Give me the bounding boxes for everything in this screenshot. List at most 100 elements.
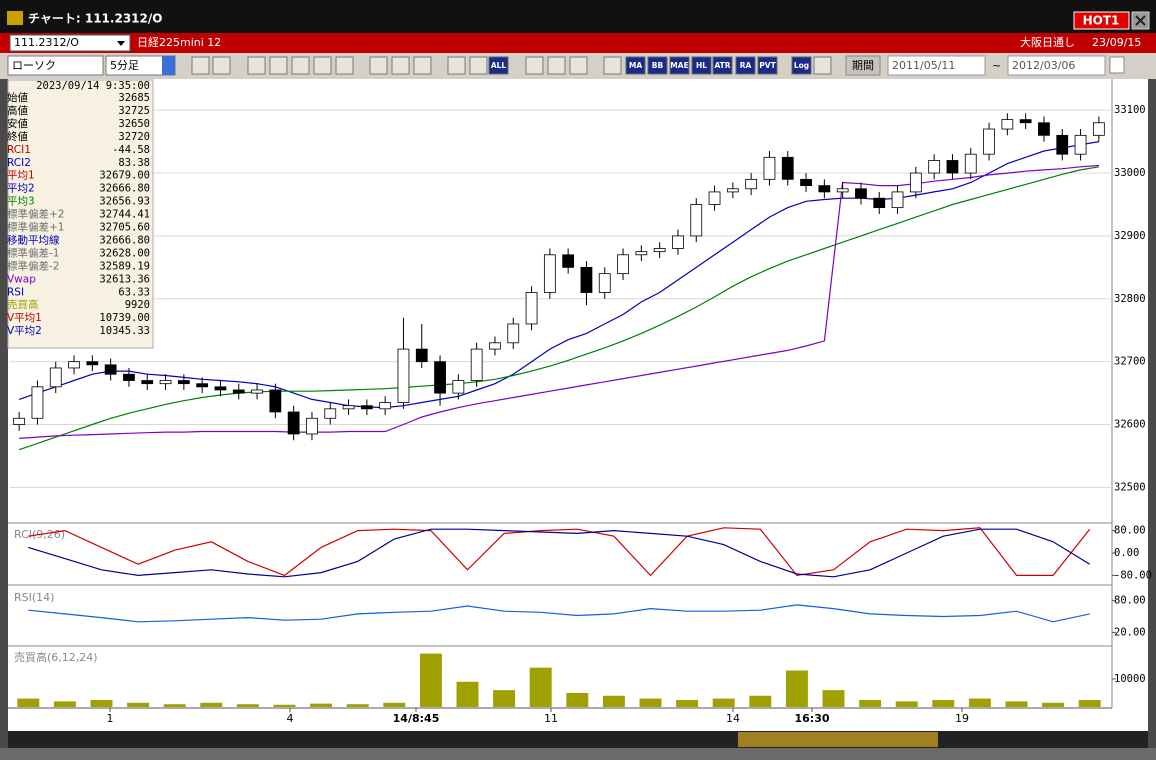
candle-body xyxy=(598,273,611,293)
toolbar-icon[interactable] xyxy=(469,56,488,75)
toolbar-button-label: ATR xyxy=(714,61,730,70)
toolbar-icon[interactable] xyxy=(413,56,432,75)
volume-bar xyxy=(566,692,589,707)
toolbar-button[interactable] xyxy=(735,56,756,75)
chart-type-select[interactable] xyxy=(7,55,104,76)
close-icon xyxy=(1135,15,1146,26)
symbol-select[interactable] xyxy=(9,34,131,52)
info-label: 平均2 xyxy=(7,183,35,195)
candle-body xyxy=(781,156,794,180)
candle-body xyxy=(653,248,666,253)
x-tick-label: 14/8:45 xyxy=(393,712,440,725)
candle-body xyxy=(489,342,501,350)
scrollbar-thumb[interactable] xyxy=(738,732,938,747)
toolbar-button[interactable] xyxy=(691,56,712,75)
toolbar-button[interactable] xyxy=(647,56,668,75)
date-separator: ~ xyxy=(992,59,1001,72)
y-tick-label: 0.00 xyxy=(1114,547,1139,559)
toolbar-icon[interactable] xyxy=(603,56,622,75)
info-value: 32656.93 xyxy=(99,196,150,208)
toolbar-button-label: ALL xyxy=(491,61,507,70)
candle-body xyxy=(1001,119,1014,130)
app-icon xyxy=(7,11,23,25)
info-label: RSI xyxy=(7,286,24,298)
period-button[interactable] xyxy=(845,55,881,76)
volume-bar xyxy=(1078,699,1101,707)
from-date-box[interactable] xyxy=(887,55,986,76)
to-date: 2012/03/06 xyxy=(1012,59,1075,72)
volume-bar xyxy=(383,702,406,707)
info-label: 売買高 xyxy=(7,298,39,311)
volume-bar xyxy=(273,704,296,707)
candle-body xyxy=(49,367,62,388)
toolbar-button-label: Log xyxy=(794,61,809,70)
candle-body xyxy=(415,348,428,363)
candle-body xyxy=(745,178,758,190)
toolbar-icon[interactable] xyxy=(335,56,354,75)
candle-body xyxy=(690,204,703,237)
toolbar-button[interactable] xyxy=(712,56,733,75)
window-title: チャート: 111.2312/O xyxy=(28,12,162,26)
candle-body xyxy=(306,417,318,435)
hot-button[interactable] xyxy=(1073,11,1130,30)
candle-body xyxy=(1074,134,1087,155)
volume-bar xyxy=(310,703,333,707)
volume-bar xyxy=(859,699,882,707)
candle-body xyxy=(86,361,99,366)
volume-bar xyxy=(346,704,369,707)
volume-bar xyxy=(639,698,662,707)
toolbar-button[interactable] xyxy=(488,56,509,75)
candle-body xyxy=(214,386,227,391)
candle-body xyxy=(964,153,977,174)
to-date-box[interactable] xyxy=(1007,55,1106,76)
toolbar-icon[interactable] xyxy=(547,56,566,75)
toolbar-icon[interactable] xyxy=(525,56,544,75)
toolbar-icon[interactable] xyxy=(191,56,210,75)
toolbar-button[interactable] xyxy=(757,56,778,75)
toolbar-icon[interactable] xyxy=(447,56,466,75)
chart-area xyxy=(8,79,1148,731)
volume-bar xyxy=(932,699,955,707)
toolbar-icon[interactable] xyxy=(369,56,388,75)
toolbar-button[interactable] xyxy=(669,56,690,75)
candle-body xyxy=(891,191,904,209)
toolbar-icon[interactable] xyxy=(269,56,288,75)
info-rows: 始値 32685 高値 32725 安値 32650 終値 32720 RCI1 -44.58 RC… xyxy=(7,91,150,337)
toolbar-icon[interactable] xyxy=(313,56,332,75)
candle-body xyxy=(287,411,300,435)
toolbar-button[interactable] xyxy=(791,56,812,75)
volume-bar xyxy=(236,704,259,707)
y-tick-label: 32900 xyxy=(1114,230,1146,242)
candle-body xyxy=(1056,134,1069,155)
candle-body xyxy=(873,197,886,209)
toolbar-icon[interactable] xyxy=(813,56,832,75)
toolbar-icon[interactable] xyxy=(569,56,588,75)
volume-bar xyxy=(90,699,113,707)
checkbox[interactable] xyxy=(1109,56,1125,74)
y-tick-label: 20.00 xyxy=(1114,626,1146,638)
candle-body xyxy=(507,323,520,344)
toolbar-icon[interactable] xyxy=(391,56,410,75)
volume-bar xyxy=(53,701,76,707)
series-line xyxy=(28,604,1090,623)
toolbar-button[interactable] xyxy=(625,56,646,75)
panel-label: RSI(14) xyxy=(14,591,54,604)
series-line xyxy=(18,141,1100,409)
info-panel xyxy=(7,79,154,349)
toolbar-icon[interactable] xyxy=(212,56,231,75)
volume-bar xyxy=(968,698,991,707)
candle-body xyxy=(434,361,446,394)
info-label: 平均1 xyxy=(7,170,35,182)
volume-bar xyxy=(895,701,918,707)
info-value: 32685 xyxy=(118,92,150,104)
x-tick-label: 19 xyxy=(955,712,969,725)
candle-body xyxy=(177,380,190,385)
dropdown-button[interactable] xyxy=(162,56,175,75)
candle-body xyxy=(635,251,648,256)
toolbar-icon[interactable] xyxy=(291,56,310,75)
toolbar-icon[interactable] xyxy=(247,56,266,75)
from-date: 2011/05/11 xyxy=(892,59,955,72)
candle-body xyxy=(708,191,721,205)
y-tick-label: 10000 xyxy=(1114,673,1146,685)
info-label: 始値 xyxy=(7,91,28,104)
